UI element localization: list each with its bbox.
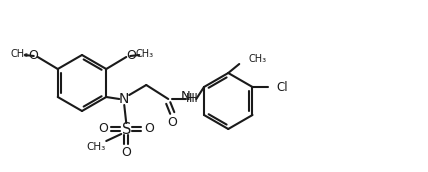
Text: Cl: Cl — [276, 80, 288, 94]
Text: O: O — [126, 49, 136, 62]
Text: O: O — [144, 122, 154, 136]
Text: CH₃: CH₃ — [11, 49, 29, 59]
Text: N: N — [180, 90, 190, 104]
Text: O: O — [28, 49, 38, 62]
Text: CH₃: CH₃ — [86, 142, 106, 152]
Text: O: O — [98, 122, 108, 136]
Text: H: H — [186, 93, 195, 105]
Text: CH₃: CH₃ — [248, 54, 266, 64]
Text: CH₃: CH₃ — [135, 49, 153, 59]
Text: O: O — [121, 147, 131, 159]
Text: H: H — [189, 92, 198, 105]
Text: N: N — [119, 92, 129, 106]
Text: S: S — [122, 121, 131, 137]
Text: O: O — [167, 116, 177, 128]
